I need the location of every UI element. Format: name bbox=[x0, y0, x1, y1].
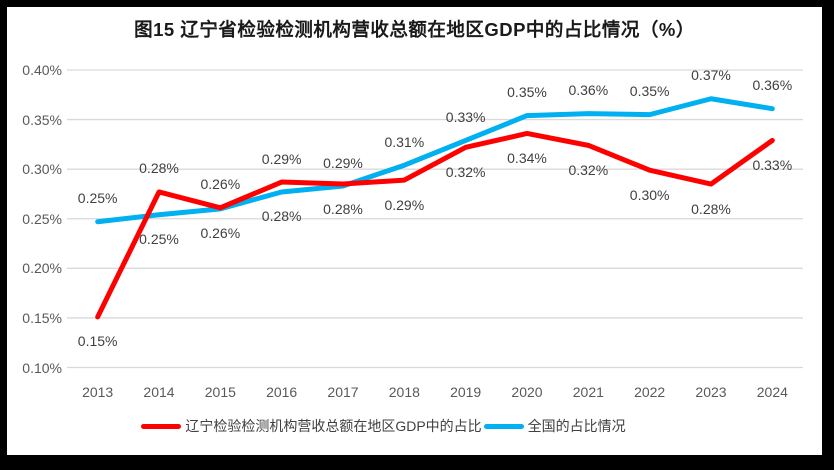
x-axis-tick-label: 2024 bbox=[756, 384, 788, 400]
y-axis-tick-label: 0.25% bbox=[22, 210, 62, 227]
y-axis-tick-label: 0.35% bbox=[22, 111, 62, 128]
data-label-liaoning-2021: 0.32% bbox=[568, 161, 609, 178]
x-axis-tick-label: 2019 bbox=[450, 384, 482, 400]
legend-item-liaoning: 辽宁检验检测机构营收总额在地区GDP中的占比 bbox=[141, 416, 482, 436]
data-label-national-2015: 0.26% bbox=[200, 225, 241, 242]
x-axis-tick-label: 2022 bbox=[634, 384, 666, 400]
data-label-national-2018: 0.31% bbox=[384, 133, 425, 150]
chart-canvas bbox=[7, 7, 822, 455]
data-label-liaoning-2022: 0.30% bbox=[629, 186, 670, 203]
series-line-liaoning bbox=[95, 130, 775, 320]
x-axis-tick-label: 2014 bbox=[143, 384, 175, 400]
data-label-national-2020: 0.35% bbox=[507, 84, 547, 101]
data-label-liaoning-2023: 0.28% bbox=[691, 200, 731, 217]
chart-title: 图15 辽宁省检验检测机构营收总额在地区GDP中的占比情况（%） bbox=[134, 19, 695, 40]
data-label-national-2019: 0.33% bbox=[445, 108, 486, 125]
x-axis-tick-label: 2016 bbox=[266, 384, 298, 400]
data-label-liaoning-2024: 0.33% bbox=[752, 156, 793, 173]
data-label-national-2014: 0.25% bbox=[139, 231, 179, 248]
y-axis-tick-label: 0.40% bbox=[22, 62, 62, 78]
national-series-swatch bbox=[483, 423, 524, 429]
data-label-national-2013: 0.25% bbox=[77, 190, 118, 207]
data-label-national-2017: 0.29% bbox=[323, 154, 363, 171]
x-axis-tick-label: 2021 bbox=[572, 384, 604, 400]
legend-label-national: 全国的占比情况 bbox=[527, 418, 626, 434]
y-axis-tick-label: 0.30% bbox=[22, 161, 62, 178]
x-axis-tick-label: 2023 bbox=[695, 384, 727, 400]
data-label-national-2022: 0.35% bbox=[629, 83, 670, 100]
data-label-liaoning-2019: 0.32% bbox=[445, 163, 486, 180]
series-line-national bbox=[95, 96, 775, 225]
data-label-liaoning-2015: 0.26% bbox=[200, 176, 241, 193]
data-label-liaoning-2017: 0.28% bbox=[323, 200, 363, 217]
x-axis-tick-label: 2020 bbox=[511, 384, 543, 400]
data-label-liaoning-2016: 0.29% bbox=[261, 150, 302, 167]
x-axis-tick-label: 2017 bbox=[327, 384, 359, 400]
legend-item-national: 全国的占比情况 bbox=[483, 416, 626, 436]
x-axis-tick-label: 2015 bbox=[204, 384, 236, 400]
y-axis-tick-label: 0.15% bbox=[22, 309, 62, 326]
data-label-liaoning-2018: 0.29% bbox=[384, 196, 425, 213]
y-axis-tick-label: 0.10% bbox=[22, 359, 62, 376]
x-axis-tick-label: 2018 bbox=[388, 384, 420, 400]
data-label-national-2023: 0.37% bbox=[691, 67, 731, 84]
data-label-liaoning-2020: 0.34% bbox=[507, 149, 547, 166]
data-label-national-2021: 0.36% bbox=[568, 82, 609, 99]
liaoning-series-swatch bbox=[141, 423, 182, 429]
y-axis-tick-label: 0.20% bbox=[22, 260, 62, 277]
legend-label-liaoning: 辽宁检验检测机构营收总额在地区GDP中的占比 bbox=[185, 418, 482, 434]
data-label-liaoning-2014: 0.28% bbox=[139, 160, 179, 177]
data-label-liaoning-2013: 0.15% bbox=[77, 333, 118, 350]
data-label-national-2016: 0.28% bbox=[261, 208, 302, 225]
x-axis-tick-label: 2013 bbox=[82, 384, 114, 400]
chart-legend: 辽宁检验检测机构营收总额在地区GDP中的占比 全国的占比情况 bbox=[0, 415, 791, 437]
data-label-national-2024: 0.36% bbox=[752, 77, 793, 94]
